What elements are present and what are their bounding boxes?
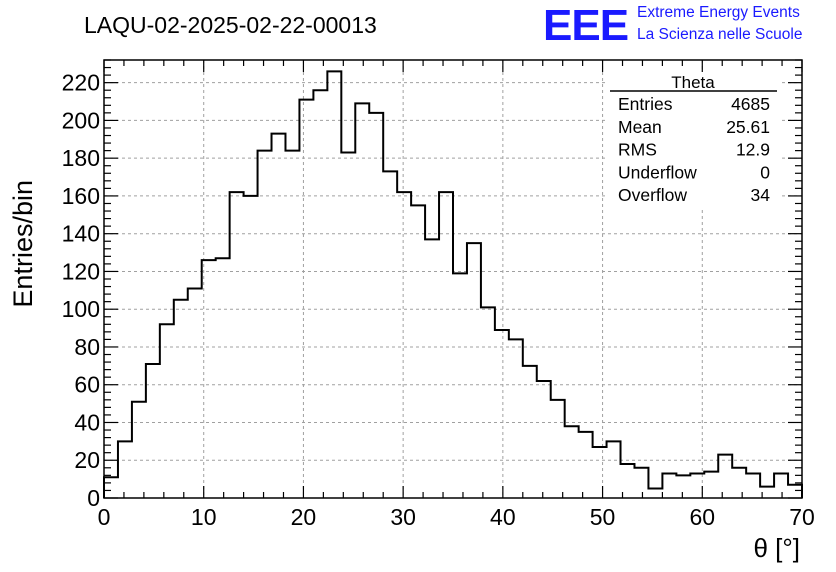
- x-tick-label: 10: [191, 504, 217, 530]
- logo-line-1: Extreme Energy Events: [637, 4, 800, 21]
- x-tick-label: 50: [590, 504, 616, 530]
- stats-row-value: 4685: [731, 94, 770, 114]
- y-tick-labels: 0 20 40 60 80 100 120 140 160 180 200 220: [62, 70, 100, 511]
- histogram-series: [103, 70, 803, 498]
- y-tick-label: 80: [74, 334, 100, 360]
- x-tick-labels: 0 10 20 30 40 50 60 70: [98, 504, 815, 530]
- logo-line-2: La Scienza nelle Scuole: [637, 26, 802, 43]
- stats-row-value: 34: [751, 185, 771, 205]
- x-tick-label: 60: [689, 504, 715, 530]
- x-tick-label: 40: [490, 504, 516, 530]
- y-tick-label: 0: [87, 485, 100, 511]
- y-tick-label: 180: [62, 145, 100, 171]
- stats-box: Theta Entries 4685 Mean 25.61 RMS 12.9 Underfl…: [606, 72, 780, 207]
- y-tick-label: 40: [74, 409, 100, 435]
- stats-row-value: 25.61: [726, 117, 770, 137]
- x-axis-label: θ [°]: [753, 533, 800, 563]
- y-tick-label: 120: [62, 258, 100, 284]
- y-axis-label: Entries/bin: [8, 180, 38, 308]
- stats-row-label: Entries: [618, 94, 673, 114]
- y-tick-label: 100: [62, 296, 100, 322]
- y-tick-label: 140: [62, 221, 100, 247]
- stats-row-label: RMS: [618, 140, 657, 160]
- stats-rows: Entries 4685 Mean 25.61 RMS 12.9 Underflow 0 Ove…: [618, 94, 770, 205]
- y-tick-label: 200: [62, 107, 100, 133]
- axis-ticks: [103, 59, 803, 499]
- stats-row-value: 0: [760, 162, 770, 182]
- x-tick-label: 70: [789, 504, 815, 530]
- y-tick-label: 160: [62, 183, 100, 209]
- x-tick-label: 0: [98, 504, 111, 530]
- stats-row-label: Overflow: [618, 185, 687, 205]
- stats-title: Theta: [671, 73, 715, 92]
- stats-row-label: Mean: [618, 117, 662, 137]
- y-tick-label: 220: [62, 70, 100, 96]
- stats-row-value: 12.9: [736, 140, 770, 160]
- x-tick-label: 30: [390, 504, 416, 530]
- y-tick-label: 60: [74, 372, 100, 398]
- x-tick-label: 20: [291, 504, 317, 530]
- eee-logo-mark: EEE: [543, 1, 628, 50]
- stats-row-label: Underflow: [618, 162, 697, 182]
- y-tick-label: 20: [74, 447, 100, 473]
- chart-title: LAQU-02-2025-02-22-00013: [84, 12, 377, 38]
